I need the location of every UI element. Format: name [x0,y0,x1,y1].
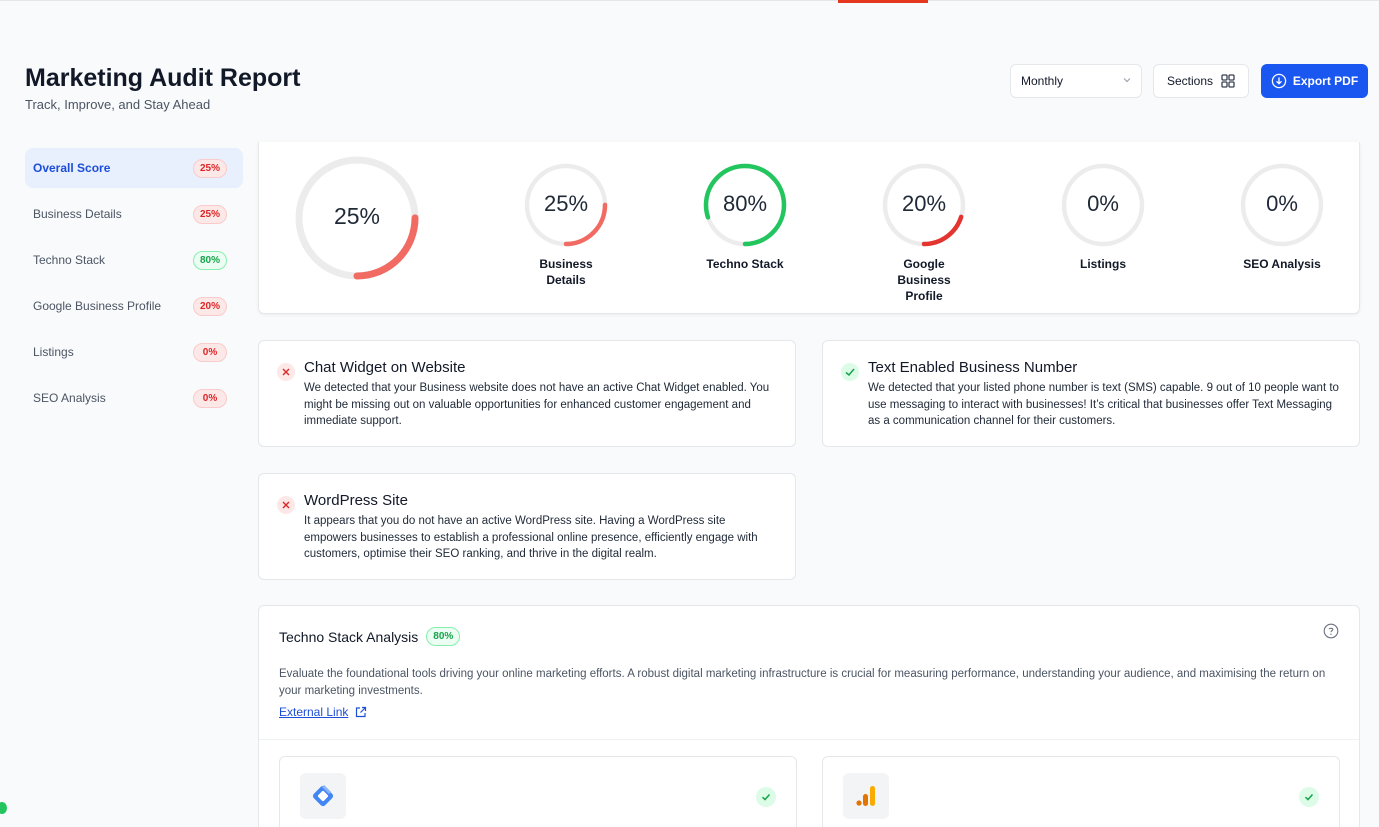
analytics-logo-icon [843,773,889,819]
gauge-ring [1240,163,1324,247]
gauge-progress-arc [295,156,419,280]
page-subtitle: Track, Improve, and Stay Ahead [25,97,211,112]
pass-check-icon [756,787,776,807]
tag-manager-logo-icon [300,773,346,819]
gauge-techno-stack: 80% Techno Stack [699,162,791,272]
sidebar-item-overall-score[interactable]: Overall Score 25% [25,148,243,188]
external-link-label: External Link [279,705,349,719]
gauge-seo-analysis: 0% SEO Analysis [1236,162,1328,272]
finding-text: We detected that your listed phone numbe… [868,382,1339,427]
finding-card-text-number: Text Enabled Business Number We detected… [822,340,1360,447]
score-badge: 0% [193,388,227,408]
finding-text: It appears that you do not have an activ… [304,515,758,560]
gauge-value: 0% [1266,191,1298,216]
sidebar-item-label: SEO Analysis [33,391,106,405]
top-border [0,0,1379,1]
gauge-label: Business Details [539,257,593,287]
fail-status-icon [277,496,295,514]
overall-score-gauge: 25% [293,154,421,282]
finding-card-chat-widget: Chat Widget on Website We detected that … [258,340,796,447]
gauge-track [1061,163,1145,247]
gauge-value: 0% [1087,191,1119,216]
fail-status-icon [277,363,295,381]
sidebar-item-label: Techno Stack [33,253,106,267]
techno-stack-title: Techno Stack Analysis [279,628,419,645]
gauge-ring [703,163,787,247]
gauge-ring [1061,163,1145,247]
gauge-label: Listings [1079,257,1126,271]
tool-card-tag-manager [279,756,797,827]
help-icon[interactable] [1323,623,1339,639]
section-sidebar: Overall Score 25% Business Details 25% Techn… [25,148,243,424]
finding-title: WordPress Site [304,492,408,509]
finding-title: Chat Widget on Website [304,359,466,376]
score-overview-card: 25% 25% Business Details 80% Techno Stack 20… [258,142,1360,314]
finding-card-wordpress: WordPress Site It appears that you do no… [258,473,796,580]
gauge-ring [524,163,608,247]
divider [259,739,1359,740]
tool-card-analytics [822,756,1340,827]
sidebar-item-business-details[interactable]: Business Details 25% [25,194,243,234]
gauge-value: 80% [722,191,768,216]
score-badge: 25% [192,158,227,178]
score-badge: 80% [192,250,227,270]
finding-text: We detected that your Business website d… [304,382,770,427]
sidebar-item-techno-stack[interactable]: Techno Stack 80% [25,240,243,280]
period-select[interactable]: Monthly [1010,64,1142,98]
chevron-down-icon [1123,78,1131,83]
gauge-ring [882,163,966,247]
gauge-value: 25% [543,191,589,216]
gauge-google-business-profile: 20% Google Business Profile [878,162,970,304]
techno-stack-analysis-card: Techno Stack Analysis 80% Evaluate the f… [258,605,1360,827]
export-pdf-button[interactable]: Export PDF [1261,64,1368,98]
grid-icon [1221,74,1235,88]
techno-stack-description: Evaluate the foundational tools driving … [279,668,1326,697]
gauge-label: SEO Analysis [1243,257,1321,271]
external-link[interactable]: External Link [279,705,367,719]
gauge-label: Google Business Profile [897,257,951,303]
finding-title: Text Enabled Business Number [868,359,1078,376]
export-pdf-label: Export PDF [1292,74,1359,88]
gauge-track [1240,163,1324,247]
status-dot [0,802,7,814]
pass-status-icon [841,363,859,381]
techno-stack-heading: Techno Stack Analysis 80% [279,627,461,646]
pass-check-icon [1299,787,1319,807]
gauge-listings: 0% Listings [1057,162,1149,272]
overall-score-value: 25% [333,203,381,229]
sidebar-item-google-business-profile[interactable]: Google Business Profile 20% [25,286,243,326]
gauge-label: Techno Stack [706,257,784,271]
active-tab-indicator [838,0,928,3]
gauge-progress-arc [703,163,787,247]
techno-stack-badge: 80% [426,627,461,646]
score-badge: 20% [192,296,227,316]
external-link-icon [356,706,367,717]
score-badge: 25% [192,204,227,224]
gauge-progress-arc [882,163,966,247]
sections-button-label: Sections [1166,74,1214,88]
gauge-business-details: 25% Business Details [520,162,612,288]
gauge-value: 20% [901,191,947,216]
download-icon [1271,73,1287,89]
sidebar-item-label: Google Business Profile [33,299,162,313]
gauge-progress-arc [524,163,608,247]
score-badge: 0% [193,342,227,362]
sidebar-item-listings[interactable]: Listings 0% [25,332,243,372]
period-select-value: Monthly [1021,74,1064,88]
sidebar-item-label: Overall Score [33,161,111,175]
sections-button[interactable]: Sections [1153,64,1249,98]
sidebar-item-label: Listings [33,345,74,359]
sidebar-item-label: Business Details [33,207,122,221]
sidebar-item-seo-analysis[interactable]: SEO Analysis 0% [25,378,243,418]
page-title: Marketing Audit Report [25,64,301,92]
